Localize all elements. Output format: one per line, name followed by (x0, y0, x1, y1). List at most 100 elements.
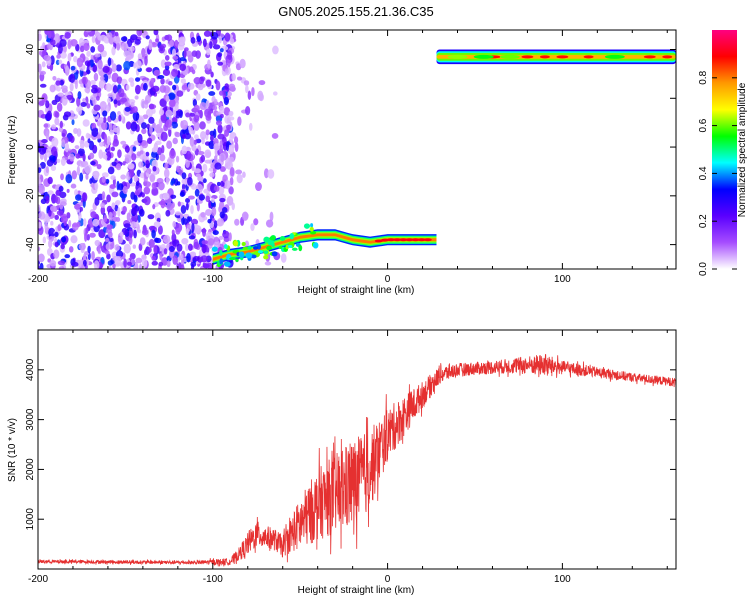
noise-blob (207, 218, 212, 224)
noise-blob (47, 190, 54, 195)
noise-blob (229, 133, 234, 144)
noise-blob (85, 227, 89, 234)
noise-blob (106, 135, 111, 146)
noise-blob (46, 159, 54, 167)
noise-blob (101, 121, 108, 131)
noise-blob (235, 169, 243, 175)
noise-blob (243, 212, 249, 219)
noise-blob (193, 139, 198, 146)
noise-blob (179, 264, 185, 269)
snr-y-ticks: 1000 2000 3000 4000 (25, 358, 676, 530)
noise-blob (160, 198, 166, 209)
noise-blob (98, 149, 103, 159)
noise-blob (86, 65, 90, 75)
noise-blob (164, 55, 170, 61)
noise-blob (157, 225, 163, 235)
noise-blob (133, 62, 137, 69)
noise-blob (136, 30, 143, 37)
noise-blob (185, 198, 190, 204)
upper-tone-patch (604, 54, 625, 59)
y-tick-label: 20 (25, 92, 36, 104)
noise-blob (52, 75, 57, 81)
noise-blob (139, 263, 143, 269)
noise-blob (160, 244, 166, 249)
noise-blob (151, 147, 158, 153)
noise-blob (77, 108, 82, 116)
noise-blob (223, 107, 231, 116)
noise-blob (199, 121, 206, 130)
noise-blob (115, 216, 121, 223)
noise-blob (159, 98, 167, 108)
colorbar-tick-label: 0.0 (698, 262, 709, 276)
noise-blob (213, 128, 217, 139)
spectrogram-x-label: Height of straight line (km) (298, 285, 415, 296)
noise-blob (90, 80, 96, 85)
noise-blob (89, 232, 96, 238)
noise-blob (127, 162, 135, 170)
noise-blob (218, 90, 224, 96)
noise-blob (82, 119, 90, 127)
noise-blob (86, 233, 90, 241)
noise-blob (109, 129, 114, 135)
noise-blob (79, 206, 83, 212)
noise-blob (92, 218, 100, 227)
noise-blob (58, 266, 65, 269)
noise-blob (193, 104, 200, 113)
noise-blob (91, 251, 95, 261)
noise-blob (89, 152, 95, 160)
noise-blob (153, 69, 161, 77)
noise-blob (203, 30, 212, 37)
noise-blob (231, 73, 236, 82)
tone-track-speckle (269, 236, 276, 241)
noise-blob (113, 99, 118, 105)
tone-track-peak (374, 239, 383, 243)
noise-blob (191, 50, 198, 58)
noise-blob (212, 44, 221, 50)
noise-blob (196, 35, 202, 42)
noise-blob (123, 243, 131, 254)
noise-blob (90, 211, 97, 219)
noise-blob (87, 245, 91, 254)
noise-blob (160, 131, 168, 142)
tone-track-speckle (219, 258, 224, 265)
noise-blob (89, 178, 93, 184)
noise-blob (204, 149, 212, 159)
noise-blob (54, 111, 60, 119)
noise-blob (69, 73, 76, 83)
noise-blob (133, 174, 139, 183)
noise-blob (134, 95, 139, 100)
upper-tone-peak (583, 55, 594, 59)
noise-blob (227, 50, 233, 61)
noise-blob (179, 213, 184, 219)
noise-blob (200, 154, 206, 163)
noise-blob (180, 204, 187, 214)
noise-blob (57, 92, 64, 97)
upper-tone-patch (447, 54, 468, 59)
noise-blob (222, 230, 230, 239)
noise-blob (112, 85, 118, 94)
noise-blob (81, 76, 88, 85)
noise-blob (53, 249, 60, 259)
noise-blob (193, 168, 202, 174)
tone-track-speckle (263, 236, 270, 243)
noise-blob (199, 102, 207, 111)
noise-blob (65, 65, 70, 74)
noise-blob (66, 188, 70, 193)
noise-blob (79, 172, 84, 182)
noise-blob (59, 120, 63, 129)
noise-blob (56, 86, 61, 92)
noise-blob (169, 39, 174, 47)
noise-blob (187, 82, 195, 90)
noise-blob (229, 156, 234, 162)
noise-blob (156, 217, 161, 223)
noise-blob (217, 102, 223, 107)
noise-blob (93, 104, 101, 111)
noise-blob (115, 250, 124, 258)
noise-blob (181, 84, 188, 91)
noise-blob (242, 171, 246, 178)
noise-blob (135, 60, 142, 69)
tone-track-speckle (291, 247, 298, 251)
noise-blob (141, 229, 149, 236)
noise-blob (202, 263, 210, 268)
noise-blob (114, 244, 120, 251)
